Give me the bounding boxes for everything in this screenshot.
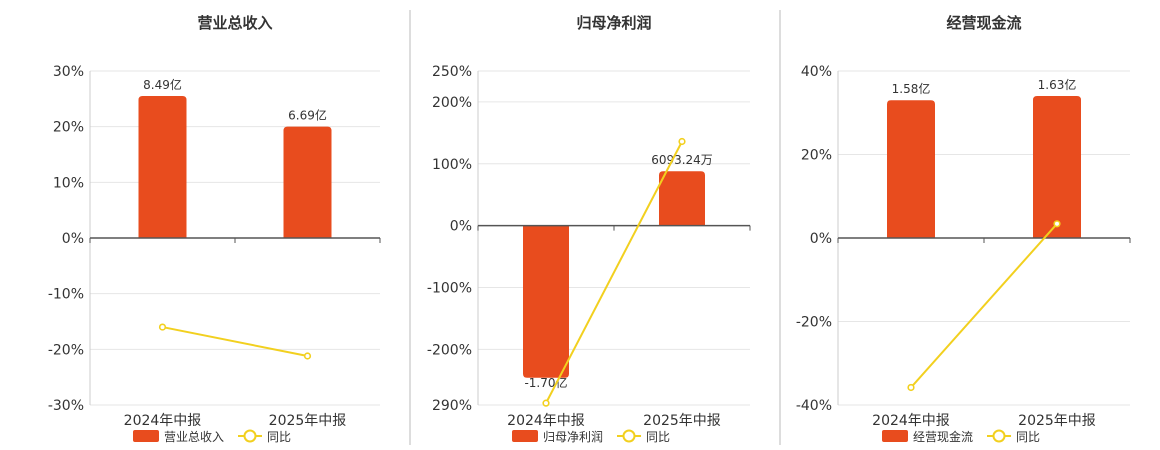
legend-bar-swatch: [512, 430, 538, 442]
bar-data-label: 6093.24万: [651, 153, 713, 167]
bar: [659, 171, 705, 226]
y-tick-label: 0%: [810, 231, 832, 247]
yoy-line: [545, 141, 683, 404]
legend-line-label: 同比: [1016, 430, 1040, 444]
y-tick-label: -20%: [48, 342, 84, 358]
legend-line-marker: [243, 429, 257, 443]
legend-bar-label: 经营现金流: [913, 429, 973, 444]
legend-bar-label: 营业总收入: [164, 430, 224, 444]
bar-data-label: -1.70亿: [524, 375, 567, 390]
yoy-point: [303, 352, 312, 360]
y-tick-label: -10%: [48, 287, 84, 303]
chart-panel-1: 营业总收入 30% 20% 10% 0% -10% -20% -30% 8.49亿 6.69亿 20…: [48, 14, 381, 444]
yoy-point: [158, 323, 167, 331]
x-category-label: 2025年中报: [269, 413, 347, 429]
y-tick-label: -200%: [427, 342, 472, 358]
y-tick-label: -30%: [48, 398, 84, 414]
x-category-label: 2024年中报: [124, 413, 202, 429]
x-category-label: 2024年中报: [507, 413, 585, 429]
chart-title: 归母净利润: [576, 14, 651, 32]
chart-panel-2: 归母净利润 250% 200% 100% 0% -100% -200% 290% -1.70亿 6…: [427, 14, 751, 444]
chart-panel-3: 经营现金流 40% 20% 0% -20% -40% 1.58亿 1.63亿 2024年中报 20…: [796, 14, 1131, 444]
bar-data-label: 8.49亿: [143, 77, 182, 92]
legend-bar-label: 归母净利润: [543, 430, 603, 444]
legend-bar-swatch: [133, 430, 159, 442]
legend-line-label: 同比: [646, 430, 670, 444]
yoy-point: [542, 399, 550, 407]
y-tick-label: 20%: [53, 120, 84, 136]
bar: [523, 225, 569, 378]
bar: [1033, 96, 1081, 238]
chart-title: 经营现金流: [946, 14, 1021, 32]
y-tick-label: 10%: [53, 175, 84, 191]
bar-data-label: 6.69亿: [288, 108, 327, 123]
yoy-line: [910, 223, 1058, 389]
x-category-label: 2025年中报: [643, 413, 721, 429]
y-tick-label: 40%: [801, 64, 832, 80]
bar: [138, 96, 187, 238]
x-category-label: 2024年中报: [872, 413, 950, 429]
bar: [283, 126, 332, 238]
bar-data-label: 1.58亿: [892, 81, 931, 96]
y-tick-label: 250%: [432, 64, 472, 80]
legend-bar-swatch: [882, 430, 908, 442]
bar: [887, 100, 935, 238]
yoy-line: [162, 326, 308, 357]
legend-line-marker: [622, 429, 636, 443]
y-tick-label: -40%: [796, 398, 832, 414]
yoy-point: [1053, 220, 1061, 228]
bar-data-label: 1.63亿: [1038, 77, 1077, 92]
y-tick-label: 200%: [432, 95, 472, 111]
y-tick-label: 0%: [450, 219, 472, 235]
y-tick-label: 20%: [801, 148, 832, 164]
y-tick-label: 30%: [53, 64, 84, 80]
chart-title: 营业总收入: [197, 14, 272, 32]
y-tick-label: 290%: [432, 398, 472, 414]
yoy-point: [907, 383, 915, 392]
y-tick-label: 100%: [432, 157, 472, 173]
y-tick-label: -20%: [796, 315, 832, 331]
legend-line-label: 同比: [267, 430, 291, 444]
y-tick-label: 0%: [62, 231, 84, 247]
x-category-label: 2025年中报: [1018, 413, 1096, 429]
y-tick-label: -100%: [427, 280, 472, 296]
yoy-point: [678, 137, 686, 146]
legend-line-marker: [992, 429, 1006, 443]
